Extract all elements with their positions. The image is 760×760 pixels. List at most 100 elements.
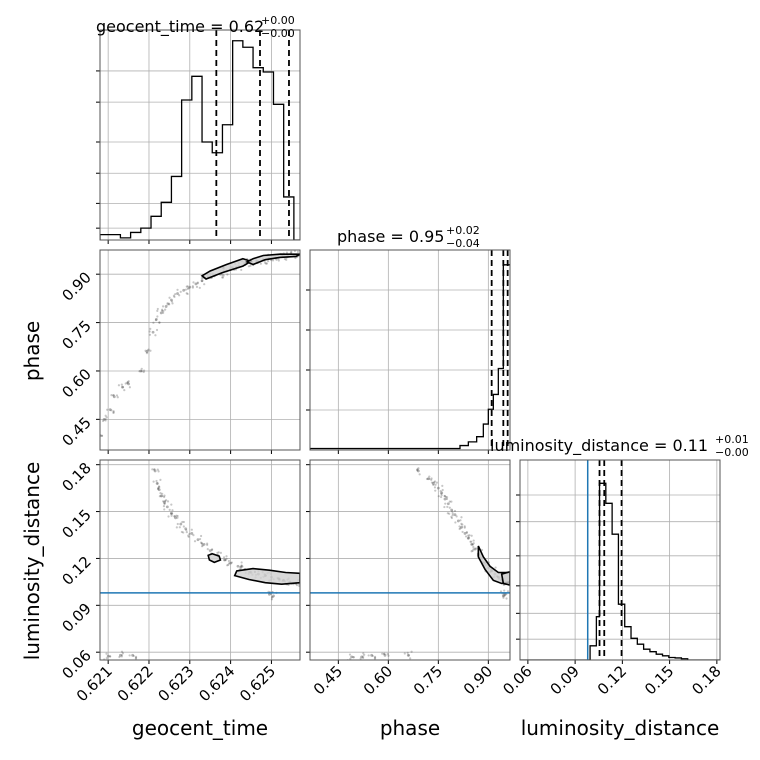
sample-point bbox=[182, 531, 185, 534]
sample-point bbox=[382, 652, 386, 656]
sample-point bbox=[155, 482, 159, 485]
sample-point bbox=[175, 526, 178, 529]
sample-point bbox=[458, 525, 461, 528]
sample-point bbox=[100, 434, 103, 437]
sample-point bbox=[510, 583, 512, 585]
sample-point bbox=[409, 657, 412, 660]
sample-point bbox=[134, 655, 138, 658]
sample-point bbox=[210, 548, 214, 551]
sample-point bbox=[131, 653, 135, 657]
sample-point bbox=[104, 414, 107, 417]
sample-point bbox=[440, 491, 444, 495]
sample-point bbox=[101, 419, 105, 423]
sample-point bbox=[418, 473, 421, 476]
sample-point bbox=[144, 349, 147, 352]
sample-point bbox=[387, 654, 390, 657]
sample-point bbox=[285, 258, 288, 261]
sample-point bbox=[199, 541, 203, 544]
sample-point bbox=[163, 495, 166, 499]
sample-point bbox=[121, 385, 124, 389]
sample-point bbox=[120, 655, 123, 658]
sample-point bbox=[168, 508, 171, 511]
axes-frame bbox=[99, 249, 301, 451]
sample-point bbox=[157, 486, 160, 490]
sample-point bbox=[184, 288, 187, 291]
xlabel-phase: phase bbox=[380, 716, 440, 740]
sample-point bbox=[383, 652, 386, 655]
sample-point bbox=[275, 258, 278, 261]
sample-point bbox=[149, 327, 152, 330]
sample-point bbox=[161, 305, 165, 308]
sample-point bbox=[147, 348, 150, 351]
sample-point bbox=[223, 558, 226, 562]
tick-label-x-3: 0.624 bbox=[195, 662, 238, 705]
sample-point bbox=[173, 295, 176, 299]
sample-point bbox=[190, 532, 194, 535]
sample-point bbox=[460, 522, 463, 525]
title-phase-sub: −0.04 bbox=[446, 237, 480, 250]
sample-point bbox=[190, 528, 193, 531]
sample-point bbox=[173, 515, 176, 518]
sample-point bbox=[151, 468, 154, 471]
sample-point bbox=[106, 654, 110, 658]
sample-point bbox=[120, 653, 123, 657]
sample-point bbox=[437, 495, 440, 498]
panel-hist-geocent-time bbox=[96, 29, 301, 244]
sample-point bbox=[179, 522, 183, 526]
sample-point bbox=[120, 383, 123, 386]
sample-point bbox=[226, 273, 229, 276]
sample-point bbox=[416, 468, 419, 471]
sample-point bbox=[373, 655, 377, 658]
sample-point bbox=[430, 477, 433, 480]
sample-point bbox=[221, 273, 224, 277]
axes-frame bbox=[99, 29, 301, 241]
density-contour-1 bbox=[245, 253, 300, 266]
sample-point bbox=[463, 526, 466, 529]
sample-point bbox=[271, 596, 274, 599]
tick-label-x-0: 0.06 bbox=[499, 662, 535, 698]
sample-point bbox=[112, 395, 116, 399]
sample-point bbox=[293, 250, 296, 253]
sample-point bbox=[105, 657, 108, 660]
sample-point bbox=[182, 520, 185, 524]
sample-point bbox=[425, 477, 429, 481]
sample-point bbox=[149, 349, 152, 352]
sample-point bbox=[152, 468, 156, 471]
sample-point bbox=[170, 503, 173, 506]
sample-point bbox=[450, 500, 453, 503]
sample-point bbox=[166, 302, 169, 305]
sample-point bbox=[170, 300, 174, 303]
sample-point bbox=[157, 487, 160, 490]
sample-point bbox=[181, 520, 184, 524]
sample-point bbox=[146, 349, 149, 352]
sample-point bbox=[206, 542, 209, 545]
sample-point bbox=[222, 556, 226, 559]
sample-point bbox=[127, 382, 130, 386]
sample-point bbox=[294, 256, 297, 260]
sample-point bbox=[187, 534, 190, 537]
sample-point bbox=[168, 296, 171, 299]
sample-point bbox=[169, 512, 173, 515]
panel-hist-phase bbox=[306, 249, 511, 454]
tick-label-x-0: 0.45 bbox=[310, 662, 346, 698]
plot-area-hist-geocent-time bbox=[100, 30, 300, 240]
sample-point bbox=[163, 502, 166, 505]
sample-point bbox=[362, 656, 365, 660]
sample-point bbox=[216, 551, 219, 554]
sample-point bbox=[148, 330, 151, 333]
sample-point bbox=[416, 469, 419, 472]
sample-point bbox=[156, 482, 159, 485]
panel-scatter-phase-luminosity-distance: 0.45 0.60 0.75 0.90 bbox=[306, 459, 512, 698]
sample-point bbox=[176, 522, 179, 526]
sample-point bbox=[465, 531, 468, 534]
sample-point bbox=[110, 394, 113, 397]
sample-point bbox=[156, 468, 159, 471]
sample-point bbox=[157, 470, 160, 473]
sample-point bbox=[134, 656, 138, 659]
sample-point bbox=[350, 655, 354, 659]
sample-point bbox=[196, 538, 200, 542]
sample-point bbox=[285, 251, 289, 254]
sample-point bbox=[176, 288, 179, 291]
sample-point bbox=[185, 531, 188, 534]
